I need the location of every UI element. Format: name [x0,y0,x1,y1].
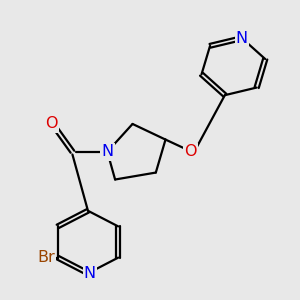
Text: Br: Br [37,250,55,265]
Text: N: N [101,144,113,159]
Text: O: O [45,116,57,131]
Text: N: N [236,31,248,46]
Text: N: N [84,266,96,281]
Text: O: O [184,144,197,159]
